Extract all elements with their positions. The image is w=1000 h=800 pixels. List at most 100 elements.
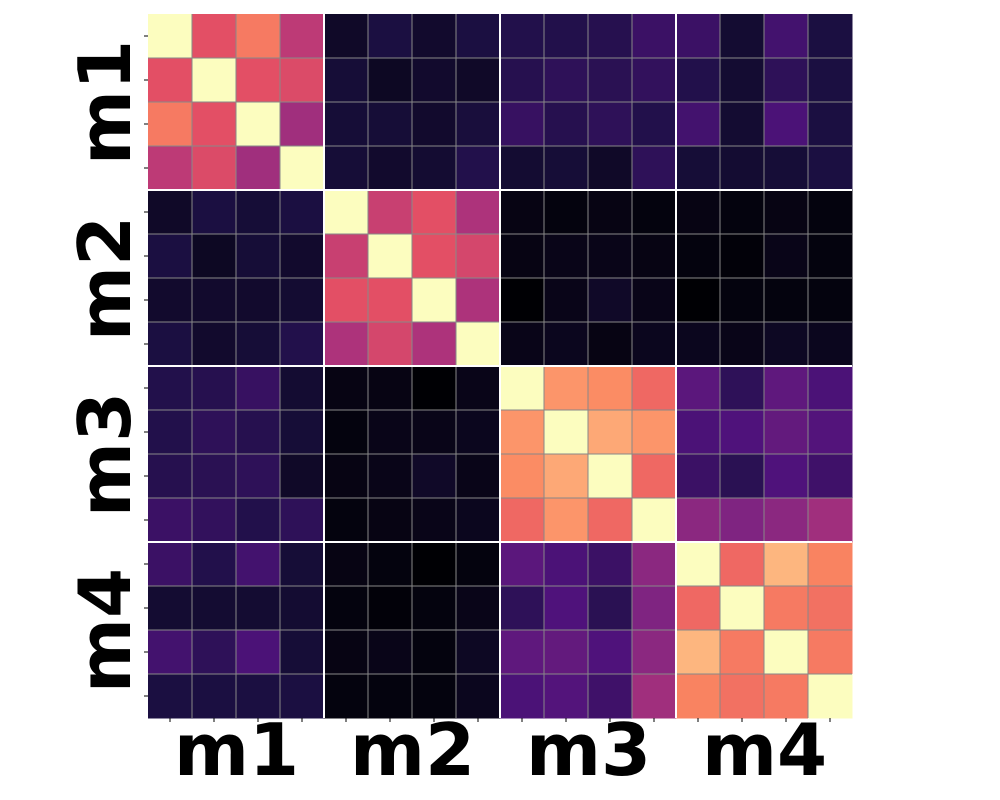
x-group-label-m4: m4	[702, 708, 827, 792]
heatmap-cell	[192, 542, 237, 587]
heatmap-cell	[632, 454, 677, 499]
heatmap-cell	[236, 322, 281, 367]
heatmap-cell	[632, 234, 677, 279]
heatmap-cell	[192, 322, 237, 367]
heatmap-cell	[500, 630, 545, 675]
heatmap-cell	[588, 674, 633, 719]
heatmap-cell	[588, 234, 633, 279]
heatmap-cell	[764, 542, 809, 587]
heatmap-cell	[456, 410, 501, 455]
heatmap-cell	[280, 366, 325, 411]
heatmap-cell	[236, 586, 281, 631]
heatmap-cell	[544, 146, 589, 191]
heatmap-cell	[676, 322, 721, 367]
heatmap-cell	[148, 498, 193, 543]
heatmap-cell	[456, 542, 501, 587]
heatmap-cell	[544, 542, 589, 587]
heatmap-cell	[588, 146, 633, 191]
heatmap-cell	[324, 410, 369, 455]
heatmap-cell	[500, 234, 545, 279]
heatmap-cell	[808, 58, 853, 103]
heatmap-cell	[632, 630, 677, 675]
heatmap-cell	[500, 278, 545, 323]
heatmap-cell	[236, 630, 281, 675]
heatmap-cell	[676, 410, 721, 455]
heatmap-cell	[764, 586, 809, 631]
heatmap-cell	[324, 630, 369, 675]
heatmap-cell	[192, 58, 237, 103]
heatmap-cell	[632, 498, 677, 543]
heatmap-cell	[676, 14, 721, 59]
heatmap-cell	[588, 586, 633, 631]
heatmap-cell	[280, 58, 325, 103]
heatmap-cell	[500, 674, 545, 719]
heatmap-cell	[500, 14, 545, 59]
heatmap-cell	[456, 498, 501, 543]
heatmap-cell	[148, 586, 193, 631]
heatmap-cell	[588, 190, 633, 235]
heatmap-cell	[148, 234, 193, 279]
heatmap-cell	[192, 190, 237, 235]
heatmap-cell	[676, 146, 721, 191]
heatmap-cell	[456, 190, 501, 235]
heatmap-cell	[324, 102, 369, 147]
heatmap-cell	[500, 102, 545, 147]
heatmap-cell	[412, 14, 457, 59]
heatmap-cell	[720, 454, 765, 499]
heatmap-cell	[808, 410, 853, 455]
heatmap-cell	[148, 542, 193, 587]
heatmap-cell	[148, 190, 193, 235]
heatmap-cell	[544, 102, 589, 147]
heatmap-cell	[412, 278, 457, 323]
heatmap-cell	[412, 674, 457, 719]
heatmap-cell	[676, 190, 721, 235]
heatmap-cell	[192, 498, 237, 543]
heatmap-cell	[368, 58, 413, 103]
heatmap-cell	[544, 674, 589, 719]
heatmap-cell	[720, 498, 765, 543]
heatmap-cell	[236, 190, 281, 235]
heatmap-cell	[544, 366, 589, 411]
heatmap-cell	[500, 322, 545, 367]
heatmap-cell	[544, 190, 589, 235]
heatmap-cell	[720, 586, 765, 631]
heatmap-cell	[720, 234, 765, 279]
heatmap-cell	[148, 322, 193, 367]
heatmap-cell	[368, 498, 413, 543]
heatmap-cell	[764, 322, 809, 367]
heatmap-cell	[500, 190, 545, 235]
heatmap-cell	[720, 146, 765, 191]
heatmap-cell	[808, 674, 853, 719]
heatmap-cell	[808, 454, 853, 499]
heatmap-cell	[676, 278, 721, 323]
heatmap-cell	[588, 630, 633, 675]
heatmap-cell	[632, 278, 677, 323]
heatmap-cell	[412, 586, 457, 631]
heatmap-cell	[720, 322, 765, 367]
heatmap-cell	[412, 102, 457, 147]
heatmap-cell	[280, 102, 325, 147]
heatmap-cell	[720, 278, 765, 323]
heatmap-cell	[324, 498, 369, 543]
heatmap-cell	[676, 366, 721, 411]
heatmap-cell	[324, 322, 369, 367]
heatmap-cell	[632, 542, 677, 587]
heatmap-cell	[720, 366, 765, 411]
heatmap-cell	[192, 14, 237, 59]
heatmap-cell	[632, 674, 677, 719]
heatmap-cell	[148, 674, 193, 719]
heatmap-cell	[280, 234, 325, 279]
x-group-label-m2: m2	[350, 708, 475, 792]
heatmap-cell	[280, 146, 325, 191]
heatmap-cell	[236, 14, 281, 59]
heatmap-cell	[764, 190, 809, 235]
heatmap-cell	[456, 278, 501, 323]
heatmap-cell	[764, 234, 809, 279]
heatmap-cell	[280, 410, 325, 455]
heatmap-cell	[808, 498, 853, 543]
heatmap-cell	[236, 498, 281, 543]
heatmap-cell	[456, 322, 501, 367]
heatmap-cell	[588, 542, 633, 587]
heatmap-cell	[632, 146, 677, 191]
